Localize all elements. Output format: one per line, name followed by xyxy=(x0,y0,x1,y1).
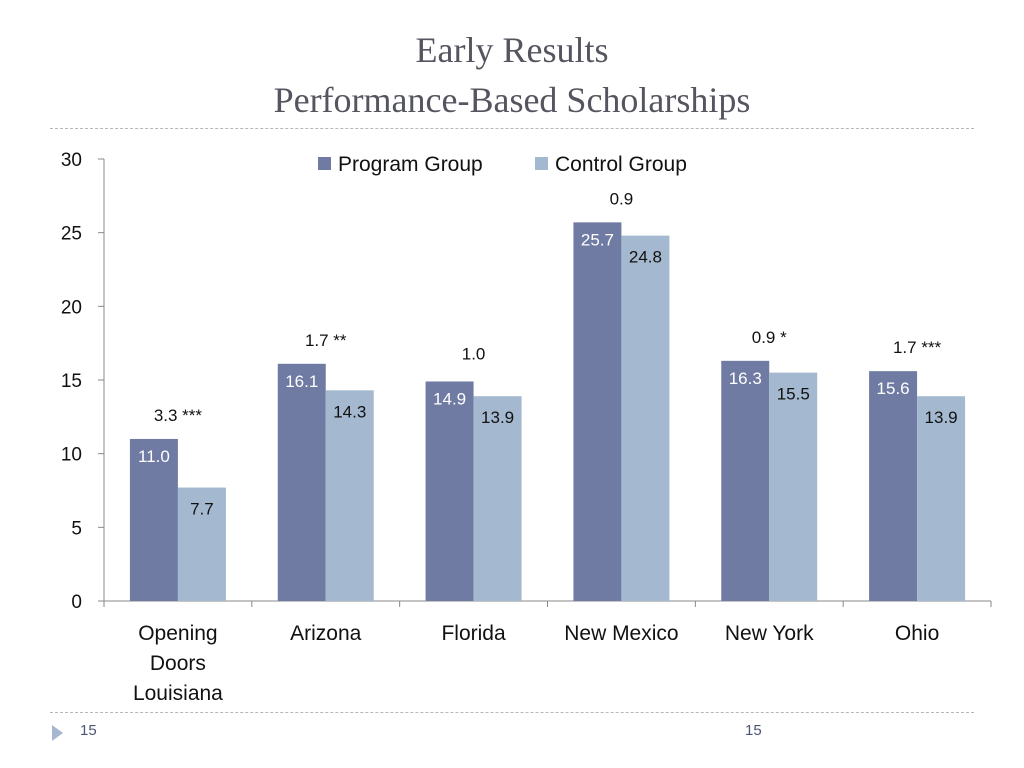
footer-divider xyxy=(50,712,974,713)
data-label-program-2: 14.9 xyxy=(433,389,466,408)
annotation-3: 0.9 xyxy=(610,189,634,208)
footer-arrow-icon xyxy=(52,725,63,741)
bar-program-4 xyxy=(721,360,770,601)
annotation-1: 1.7 ** xyxy=(305,331,347,350)
data-label-control-2: 13.9 xyxy=(481,408,514,427)
y-tick-label-5: 25 xyxy=(61,224,82,245)
data-label-program-5: 15.6 xyxy=(877,379,910,398)
data-label-control-0: 7.7 xyxy=(190,500,214,519)
legend-label-1: Control Group xyxy=(555,153,687,176)
bar-program-2 xyxy=(425,381,474,601)
bar-program-1 xyxy=(277,363,326,601)
y-tick-label-4: 20 xyxy=(61,297,82,318)
y-tick-label-1: 5 xyxy=(71,518,82,539)
title-divider xyxy=(50,128,974,129)
data-label-control-5: 13.9 xyxy=(925,408,958,427)
footer-page-number-right: 15 xyxy=(745,722,762,739)
slide-title-line1: Early Results xyxy=(415,30,609,70)
bar-control-5 xyxy=(917,396,966,601)
bar-control-0 xyxy=(177,487,226,601)
data-label-control-4: 15.5 xyxy=(777,385,810,404)
x-category-label-0-2: Louisiana xyxy=(133,682,223,705)
data-label-program-1: 16.1 xyxy=(285,372,318,391)
legend-swatch-1 xyxy=(535,157,548,170)
bar-program-3 xyxy=(573,222,622,601)
legend-swatch-0 xyxy=(318,157,331,170)
x-category-label-5-0: Ohio xyxy=(895,622,939,645)
data-label-program-0: 11.0 xyxy=(138,447,170,466)
x-category-label-2-0: Florida xyxy=(441,622,506,645)
bar-program-0 xyxy=(129,438,178,601)
legend-label-0: Program Group xyxy=(338,153,483,176)
bar-program-5 xyxy=(869,371,918,601)
y-tick-label-0: 0 xyxy=(71,592,82,613)
x-category-label-1-0: Arizona xyxy=(290,622,362,645)
annotation-2: 1.0 xyxy=(462,344,486,363)
bar-control-3 xyxy=(621,235,670,601)
x-category-label-3-0: New Mexico xyxy=(564,622,678,645)
data-label-control-1: 14.3 xyxy=(333,402,366,421)
data-label-program-3: 25.7 xyxy=(581,230,614,249)
bar-control-2 xyxy=(473,396,522,601)
y-tick-label-3: 15 xyxy=(61,371,82,392)
footer-page-number-left: 15 xyxy=(80,722,97,739)
annotation-5: 1.7 *** xyxy=(893,338,942,357)
slide-title-line2: Performance-Based Scholarships xyxy=(273,80,751,120)
x-category-label-0-0: Opening xyxy=(138,622,217,645)
bar-control-4 xyxy=(769,372,818,601)
y-tick-label-6: 30 xyxy=(61,150,82,171)
x-category-label-4-0: New York xyxy=(725,622,814,645)
data-label-control-3: 24.8 xyxy=(629,248,662,267)
annotation-4: 0.9 * xyxy=(752,328,787,347)
bar-control-1 xyxy=(325,390,374,601)
x-category-label-0-1: Doors xyxy=(150,652,206,675)
data-label-program-4: 16.3 xyxy=(729,369,762,388)
y-tick-label-2: 10 xyxy=(61,445,82,466)
annotation-0: 3.3 *** xyxy=(154,406,203,425)
